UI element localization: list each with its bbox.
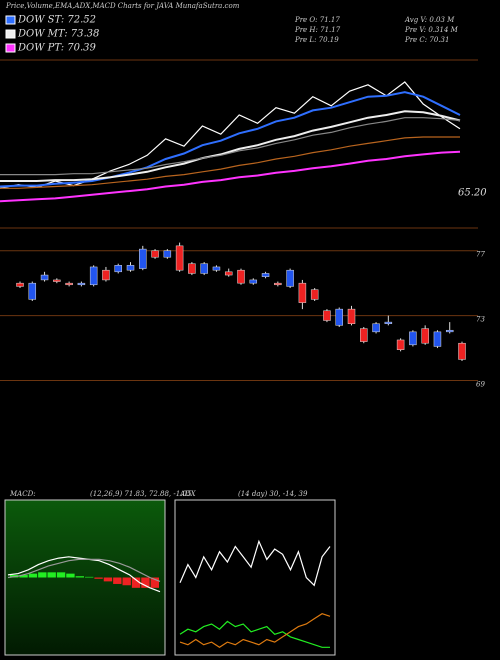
histogram-bar <box>103 577 113 582</box>
adx-panel <box>174 499 336 656</box>
y-tick-label: 77 <box>476 251 485 259</box>
series-line <box>0 136 460 189</box>
adx-title: ADX <box>179 490 197 498</box>
candle-body <box>40 274 49 281</box>
candle-body <box>139 248 147 269</box>
candle-body <box>286 269 294 287</box>
candle-body <box>114 265 122 273</box>
candle-body <box>409 331 417 346</box>
series-line <box>0 150 461 203</box>
candle-body <box>347 308 356 324</box>
chart-title: Price,Volume,EMA,ADX,MACD Charts for JAV… <box>5 2 240 10</box>
candle-body <box>65 282 73 286</box>
histogram-bar <box>94 577 103 579</box>
candle-body <box>249 279 258 284</box>
candle-body <box>163 250 172 258</box>
info-text: Avg V: 0.03 M <box>404 16 455 24</box>
candle-body <box>396 339 405 350</box>
histogram-bar <box>150 577 159 588</box>
candle-body <box>445 329 454 333</box>
info-text: Pre V: 0.314 M <box>404 26 459 34</box>
legend-label: DOW MT: 73.38 <box>17 29 99 40</box>
candle-body <box>77 282 86 286</box>
adx-subtitle: (14 day) 30, -14, 39 <box>238 490 308 498</box>
histogram-bar <box>85 576 94 578</box>
series-line <box>7 558 161 582</box>
histogram-bar <box>56 572 66 578</box>
candle-body <box>323 310 331 321</box>
macd-subtitle: (12,26,9) 71.83, 72.88, -1.05 <box>90 490 192 498</box>
candle-body <box>53 279 61 282</box>
series-line <box>0 117 461 176</box>
info-text: Pre H: 71.17 <box>294 26 341 34</box>
candle-body <box>126 265 135 271</box>
histogram-bar <box>38 572 47 578</box>
series-line <box>7 556 161 593</box>
legend-label: DOW PT: 70.39 <box>17 43 97 54</box>
histogram-bar <box>19 574 28 578</box>
histogram-bar <box>47 572 56 578</box>
candle-body <box>360 328 368 342</box>
info-text: Pre C: 70.31 <box>404 36 449 44</box>
candle-body <box>224 271 233 276</box>
series-line <box>0 91 461 188</box>
candle-body <box>102 269 110 281</box>
histogram-bar <box>113 577 122 584</box>
legend-label: DOW ST: 72.52 <box>17 15 96 26</box>
annotation: 65.20 <box>458 188 487 199</box>
candle-body <box>28 282 37 300</box>
candle-body <box>89 266 98 286</box>
series-line <box>0 110 461 182</box>
info-text: Pre L: 70.19 <box>294 36 339 44</box>
y-tick-label: 69 <box>476 381 485 389</box>
candle-body <box>310 289 319 300</box>
candle-body <box>335 308 343 326</box>
candle-body <box>16 282 24 287</box>
histogram-bar <box>75 576 84 578</box>
info-text: Pre O: 71.17 <box>294 16 340 24</box>
histogram-bar <box>28 573 38 578</box>
candle-body <box>384 321 393 324</box>
candle-body <box>421 328 429 344</box>
candle-body <box>212 266 221 271</box>
histogram-bar <box>66 573 75 578</box>
histogram-bar <box>141 577 150 588</box>
candle-body <box>175 245 184 271</box>
legend-swatch <box>5 43 16 53</box>
candle-body <box>433 331 442 347</box>
legend-swatch <box>5 15 16 25</box>
histogram-bar <box>122 577 131 586</box>
candle-body <box>200 263 208 274</box>
candle-body <box>274 282 282 286</box>
series-line <box>179 539 331 587</box>
candle-body <box>372 323 380 333</box>
candle-body <box>298 282 307 303</box>
y-tick-label: 73 <box>476 316 485 324</box>
histogram-bar <box>131 577 141 588</box>
candle-body <box>188 263 196 274</box>
candle-body <box>458 342 466 360</box>
macd-title: MACD: <box>9 490 36 498</box>
series-line <box>0 81 461 189</box>
candle-body <box>261 273 270 277</box>
candle-body <box>151 250 159 258</box>
legend-swatch <box>5 29 16 39</box>
candle-body <box>237 269 245 284</box>
series-line <box>179 620 330 648</box>
series-line <box>179 613 331 649</box>
